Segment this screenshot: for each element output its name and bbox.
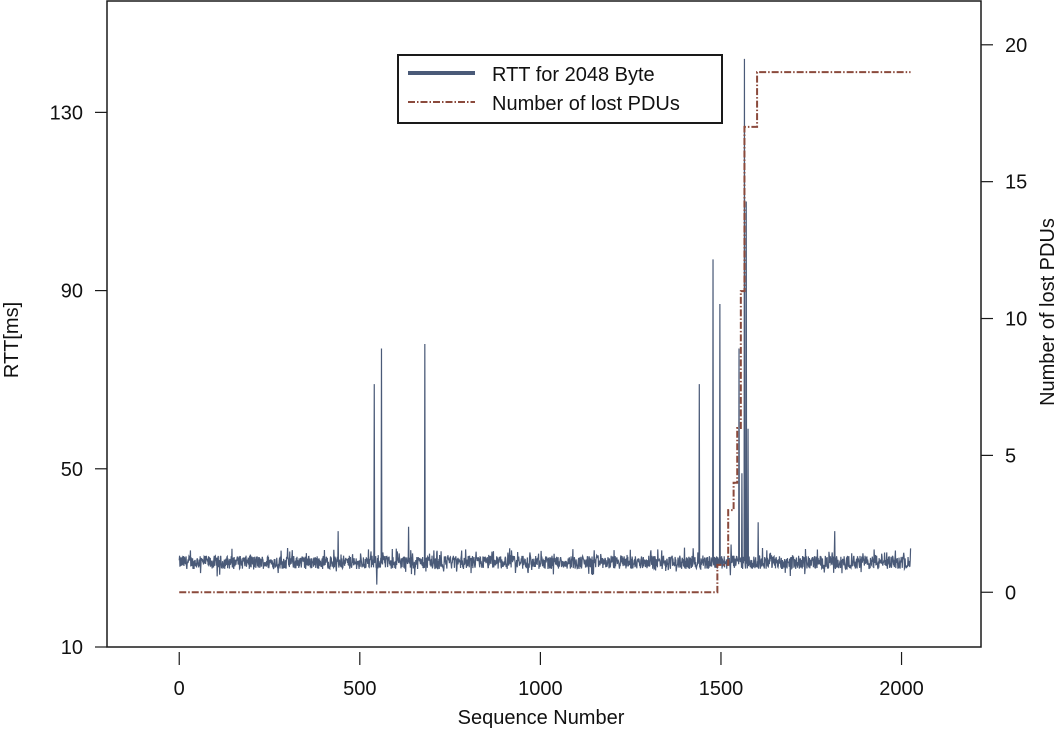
y-left-tick-label: 130 — [50, 102, 83, 124]
legend-label-lost-pdus: Number of lost PDUs — [492, 93, 680, 115]
y-left-tick-label: 50 — [61, 459, 83, 481]
y-left-tick-label: 90 — [61, 281, 83, 303]
y-left-axis-title: RTT[ms] — [1, 302, 23, 378]
legend-label-rtt: RTT for 2048 Byte — [492, 64, 655, 86]
y-right-tick-label: 20 — [1005, 35, 1027, 57]
y-right-tick-label: 5 — [1005, 445, 1016, 467]
x-tick-label: 500 — [343, 678, 376, 700]
rtt-polyline — [178, 58, 912, 585]
legend: RTT for 2048 Byte Number of lost PDUs — [397, 54, 723, 124]
rtt-series-line — [178, 58, 912, 585]
x-tick-label: 0 — [174, 678, 185, 700]
x-axis-title: Sequence Number — [458, 707, 625, 729]
y-right-axis-title: Number of lost PDUs — [1037, 218, 1057, 406]
y-left-axis: 10 50 90 130 — [50, 102, 107, 659]
y-right-tick-label: 0 — [1005, 582, 1016, 604]
legend-box — [397, 54, 723, 124]
y-right-tick-label: 10 — [1005, 309, 1027, 331]
x-tick-label: 1000 — [518, 678, 563, 700]
y-right-axis: 0 5 10 15 20 — [981, 35, 1027, 604]
x-axis: 0 500 1000 1500 2000 — [174, 652, 924, 700]
x-tick-label: 2000 — [879, 678, 924, 700]
y-left-tick-label: 10 — [61, 637, 83, 659]
x-tick-label: 1500 — [699, 678, 744, 700]
y-right-tick-label: 15 — [1005, 172, 1027, 194]
